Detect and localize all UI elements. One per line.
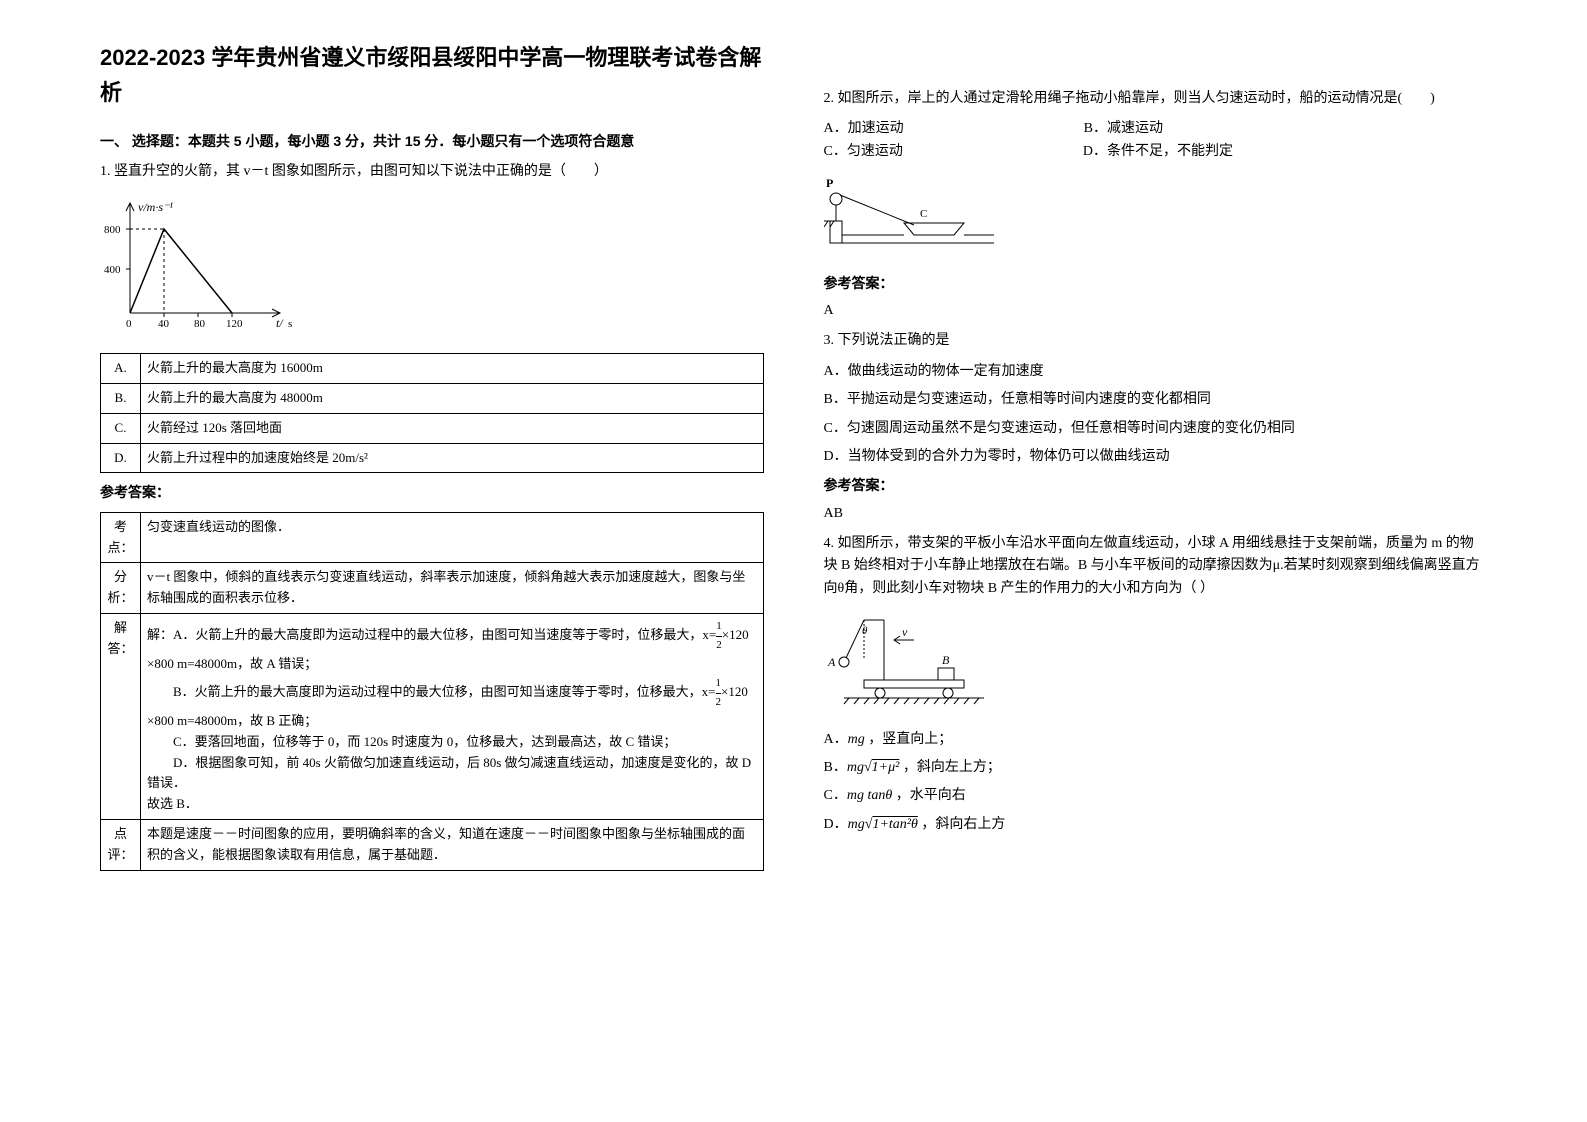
option-a: A．加速运动 xyxy=(824,118,904,140)
svg-text:v: v xyxy=(902,625,908,639)
question-3-text: 3. 下列说法正确的是 xyxy=(824,330,1488,352)
svg-text:120: 120 xyxy=(226,318,243,330)
analysis-text: 解：A．火箭上升的最大高度即为运动过程中的最大位移，由图可知当速度等于零时，位移… xyxy=(141,613,764,819)
option-c: C．匀速运动 xyxy=(824,141,903,163)
q3-option-d: D．当物体受到的合外力为零时，物体仍可以做曲线运动 xyxy=(824,446,1488,468)
option-label: C. xyxy=(101,413,141,443)
option-text: 火箭上升的最大高度为 48000m xyxy=(141,383,764,413)
q3-answer: AB xyxy=(824,503,1488,525)
svg-text:400: 400 xyxy=(104,264,121,276)
table-row: 解答： 解：A．火箭上升的最大高度即为运动过程中的最大位移，由图可知当速度等于零… xyxy=(101,613,764,819)
analysis-label: 解答： xyxy=(101,613,141,819)
q4-cart-diagram: A θ v B xyxy=(824,610,1488,718)
section-1-header: 一、 选择题：本题共 5 小题，每小题 3 分，共计 15 分．每小题只有一个选… xyxy=(100,130,764,152)
analysis-label: 分析： xyxy=(101,563,141,614)
option-label: D. xyxy=(101,443,141,473)
analysis-label: 点评： xyxy=(101,820,141,871)
q1-velocity-graph: v/m·s⁻¹ t/ s 800 400 0 40 80 120 xyxy=(100,193,764,343)
svg-text:A: A xyxy=(827,655,836,669)
q2-option-row: C．匀速运动 D．条件不足，不能判定 xyxy=(824,141,1488,163)
table-row: B.火箭上升的最大高度为 48000m xyxy=(101,383,764,413)
exam-title: 2022-2023 学年贵州省遵义市绥阳县绥阳中学高一物理联考试卷含解析 xyxy=(100,40,764,110)
svg-text:80: 80 xyxy=(194,318,206,330)
svg-text:v/m·s⁻¹: v/m·s⁻¹ xyxy=(138,200,173,214)
q2-option-row: A．加速运动 B．减速运动 xyxy=(824,118,1488,140)
analysis-text: v－t 图象中，倾斜的直线表示匀变速直线运动，斜率表示加速度，倾斜角越大表示加速… xyxy=(141,563,764,614)
table-row: D.火箭上升过程中的加速度始终是 20m/s² xyxy=(101,443,764,473)
svg-text:B: B xyxy=(942,653,950,667)
q4-option-d: D．mg√1+tan²θ ，斜向右上方 xyxy=(824,814,1488,836)
option-b: B．减速运动 xyxy=(1084,118,1163,140)
option-label: A. xyxy=(101,354,141,384)
q4-option-b: B．mg√1+μ² ，斜向左上方； xyxy=(824,757,1488,779)
analysis-text: 本题是速度－－时间图象的应用，要明确斜率的含义，知道在速度－－时间图象中图象与坐… xyxy=(141,820,764,871)
svg-text:P: P xyxy=(826,176,833,190)
option-label: B. xyxy=(101,383,141,413)
table-row: 考点： 匀变速直线运动的图像． xyxy=(101,512,764,563)
q2-answer: A xyxy=(824,300,1488,322)
question-1-text: 1. 竖直升空的火箭，其 v－t 图象如图所示，由图可知以下说法中正确的是（ ） xyxy=(100,161,764,183)
svg-text:0: 0 xyxy=(126,318,132,330)
question-4-text: 4. 如图所示，带支架的平板小车沿水平面向左做直线运动，小球 A 用细线悬挂于支… xyxy=(824,533,1488,600)
q3-option-b: B．平抛运动是匀变速运动，任意相等时间内速度的变化都相同 xyxy=(824,389,1488,411)
analysis-text: 匀变速直线运动的图像． xyxy=(141,512,764,563)
svg-text:800: 800 xyxy=(104,224,121,236)
table-row: A.火箭上升的最大高度为 16000m xyxy=(101,354,764,384)
svg-text:40: 40 xyxy=(158,318,170,330)
ref-answer-label: 参考答案： xyxy=(824,474,1488,496)
option-text: 火箭上升过程中的加速度始终是 20m/s² xyxy=(141,443,764,473)
ref-answer-label: 参考答案： xyxy=(100,481,764,503)
q3-option-c: C．匀速圆周运动虽然不是匀变速运动，但任意相等时间内速度的变化仍相同 xyxy=(824,418,1488,440)
table-row: 分析： v－t 图象中，倾斜的直线表示匀变速直线运动，斜率表示加速度，倾斜角越大… xyxy=(101,563,764,614)
svg-text:θ: θ xyxy=(862,625,868,637)
option-text: 火箭经过 120s 落回地面 xyxy=(141,413,764,443)
q4-option-a: A．mg ，竖直向上； xyxy=(824,729,1488,751)
q1-options-table: A.火箭上升的最大高度为 16000m B.火箭上升的最大高度为 48000m … xyxy=(100,353,764,473)
ref-answer-label: 参考答案： xyxy=(824,272,1488,294)
table-row: C.火箭经过 120s 落回地面 xyxy=(101,413,764,443)
option-d: D．条件不足，不能判定 xyxy=(1083,141,1233,163)
question-2-text: 2. 如图所示，岸上的人通过定滑轮用绳子拖动小船靠岸，则当人匀速运动时，船的运动… xyxy=(824,88,1488,110)
svg-text:C: C xyxy=(920,208,927,220)
analysis-label: 考点： xyxy=(101,512,141,563)
q1-analysis-table: 考点： 匀变速直线运动的图像． 分析： v－t 图象中，倾斜的直线表示匀变速直线… xyxy=(100,512,764,871)
option-text: 火箭上升的最大高度为 16000m xyxy=(141,354,764,384)
svg-text:t/: t/ xyxy=(276,316,284,330)
svg-text:s: s xyxy=(288,318,292,330)
q4-option-c: C．mg tanθ ，水平向右 xyxy=(824,785,1488,807)
table-row: 点评： 本题是速度－－时间图象的应用，要明确斜率的含义，知道在速度－－时间图象中… xyxy=(101,820,764,871)
q3-option-a: A．做曲线运动的物体一定有加速度 xyxy=(824,361,1488,383)
q2-pulley-diagram: P C xyxy=(824,173,1488,261)
